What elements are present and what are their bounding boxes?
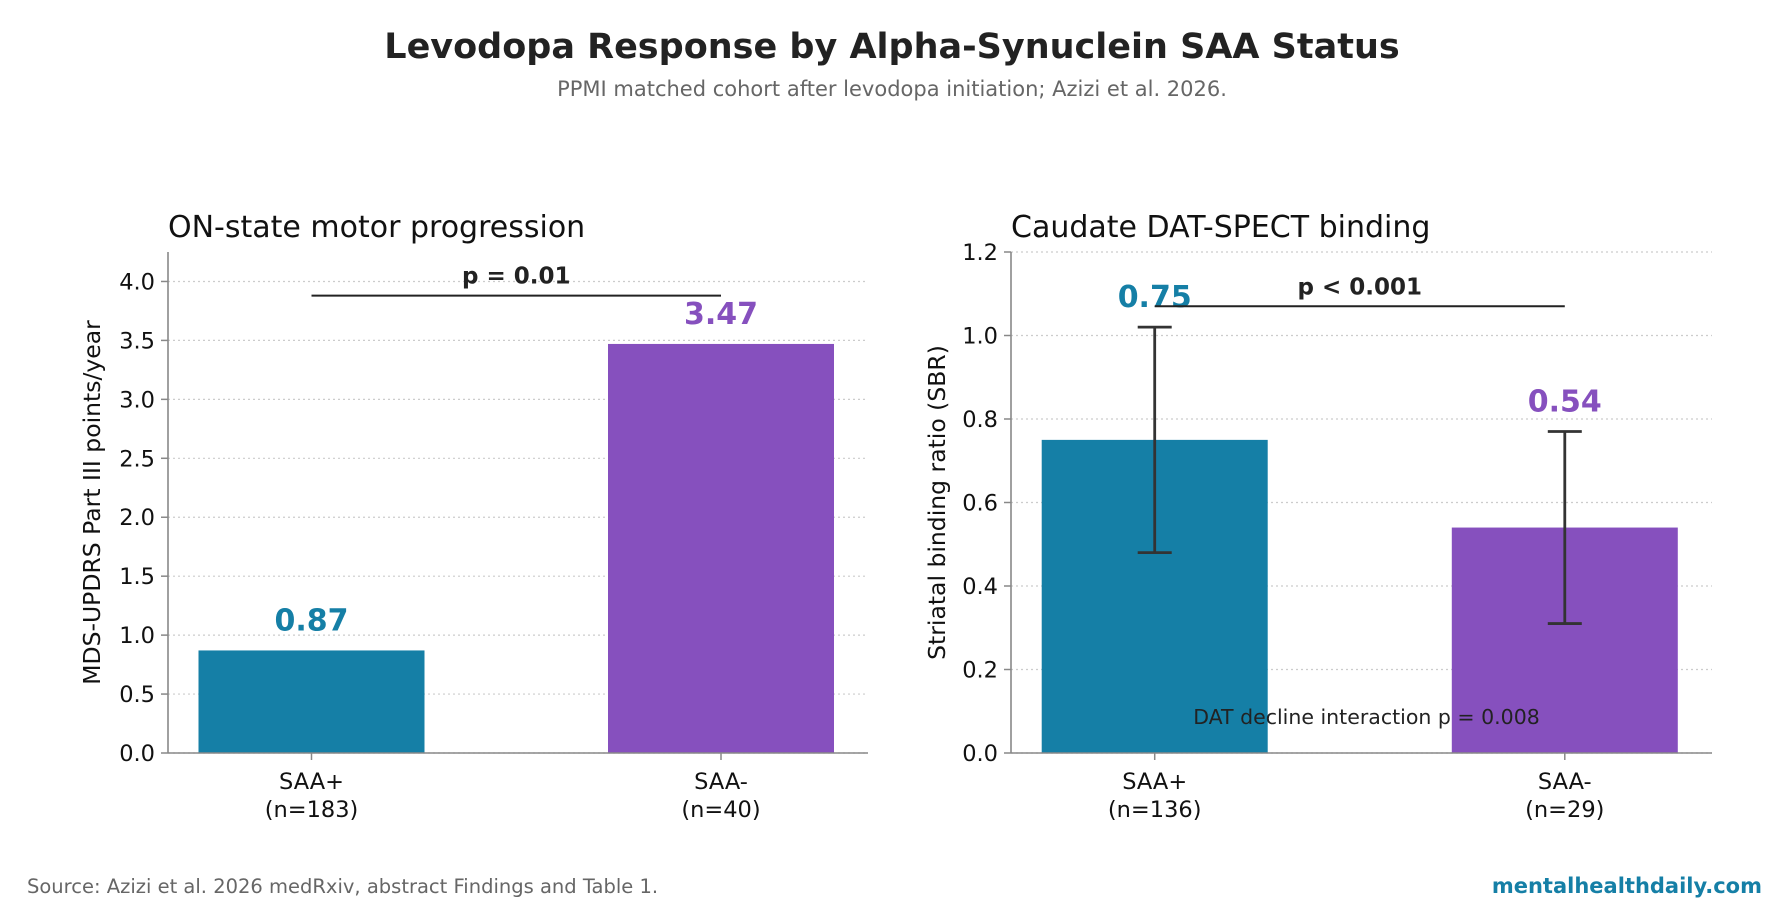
x-tick-label: SAA+ bbox=[279, 769, 344, 795]
y-tick-label: 1.0 bbox=[962, 324, 998, 350]
y-tick-label: 0.4 bbox=[962, 574, 998, 600]
panel-title: ON-state motor progression bbox=[168, 210, 585, 245]
y-tick-label: 3.0 bbox=[119, 387, 155, 413]
y-tick-label: 0.8 bbox=[962, 407, 998, 433]
significance-label: p < 0.001 bbox=[1297, 274, 1422, 300]
y-tick-label: 0.5 bbox=[119, 682, 155, 708]
brand-logo[interactable]: mentalhealthdaily.com bbox=[1492, 874, 1762, 898]
y-tick-label: 1.2 bbox=[962, 240, 998, 266]
significance-label: p = 0.01 bbox=[462, 264, 571, 290]
x-tick-label: SAA+ bbox=[1122, 769, 1187, 795]
panel-dat-spect: Caudate DAT-SPECT binding 0.0 0.2 0.4 0.6 0.8… bbox=[923, 210, 1712, 823]
panel-motor-progression: ON-state motor progression 0.0 0.5 1.0 1.5 2.… bbox=[78, 210, 868, 823]
y-tick-label: 2.5 bbox=[119, 446, 155, 472]
x-tick-sublabel: (n=183) bbox=[265, 797, 359, 823]
y-axis-label: MDS-UPDRS Part III points/year bbox=[78, 320, 106, 685]
value-label: 0.75 bbox=[1118, 280, 1192, 315]
y-tick-label: 2.0 bbox=[119, 505, 155, 531]
y-tick-label: 0.0 bbox=[119, 741, 155, 767]
bar-saa-pos bbox=[198, 650, 425, 753]
y-tick-label: 0.2 bbox=[962, 658, 998, 684]
y-tick-label: 0.6 bbox=[962, 491, 998, 517]
y-axis-label: Striatal binding ratio (SBR) bbox=[923, 345, 951, 660]
x-tick-sublabel: (n=29) bbox=[1525, 797, 1604, 823]
y-tick-label: 1.5 bbox=[119, 564, 155, 590]
x-tick-sublabel: (n=40) bbox=[681, 797, 760, 823]
y-tick-label: 4.0 bbox=[119, 269, 155, 295]
figure-subtitle: PPMI matched cohort after levodopa initi… bbox=[557, 77, 1227, 101]
panel-title: Caudate DAT-SPECT binding bbox=[1011, 210, 1430, 245]
x-tick-sublabel: (n=136) bbox=[1108, 797, 1202, 823]
value-label: 3.47 bbox=[684, 297, 758, 332]
y-tick-label: 0.0 bbox=[962, 741, 998, 767]
y-tick-label: 3.5 bbox=[119, 328, 155, 354]
y-tick-label: 1.0 bbox=[119, 623, 155, 649]
figure-title: Levodopa Response by Alpha-Synuclein SAA… bbox=[384, 27, 1399, 67]
bar-saa-neg bbox=[608, 343, 834, 753]
annotation-text: DAT decline interaction p = 0.008 bbox=[1193, 705, 1540, 729]
x-tick-label: SAA- bbox=[1538, 769, 1592, 795]
value-label: 0.87 bbox=[274, 603, 348, 638]
x-tick-label: SAA- bbox=[694, 769, 748, 795]
source-note: Source: Azizi et al. 2026 medRxiv, abstr… bbox=[27, 875, 658, 898]
value-label: 0.54 bbox=[1528, 385, 1602, 420]
